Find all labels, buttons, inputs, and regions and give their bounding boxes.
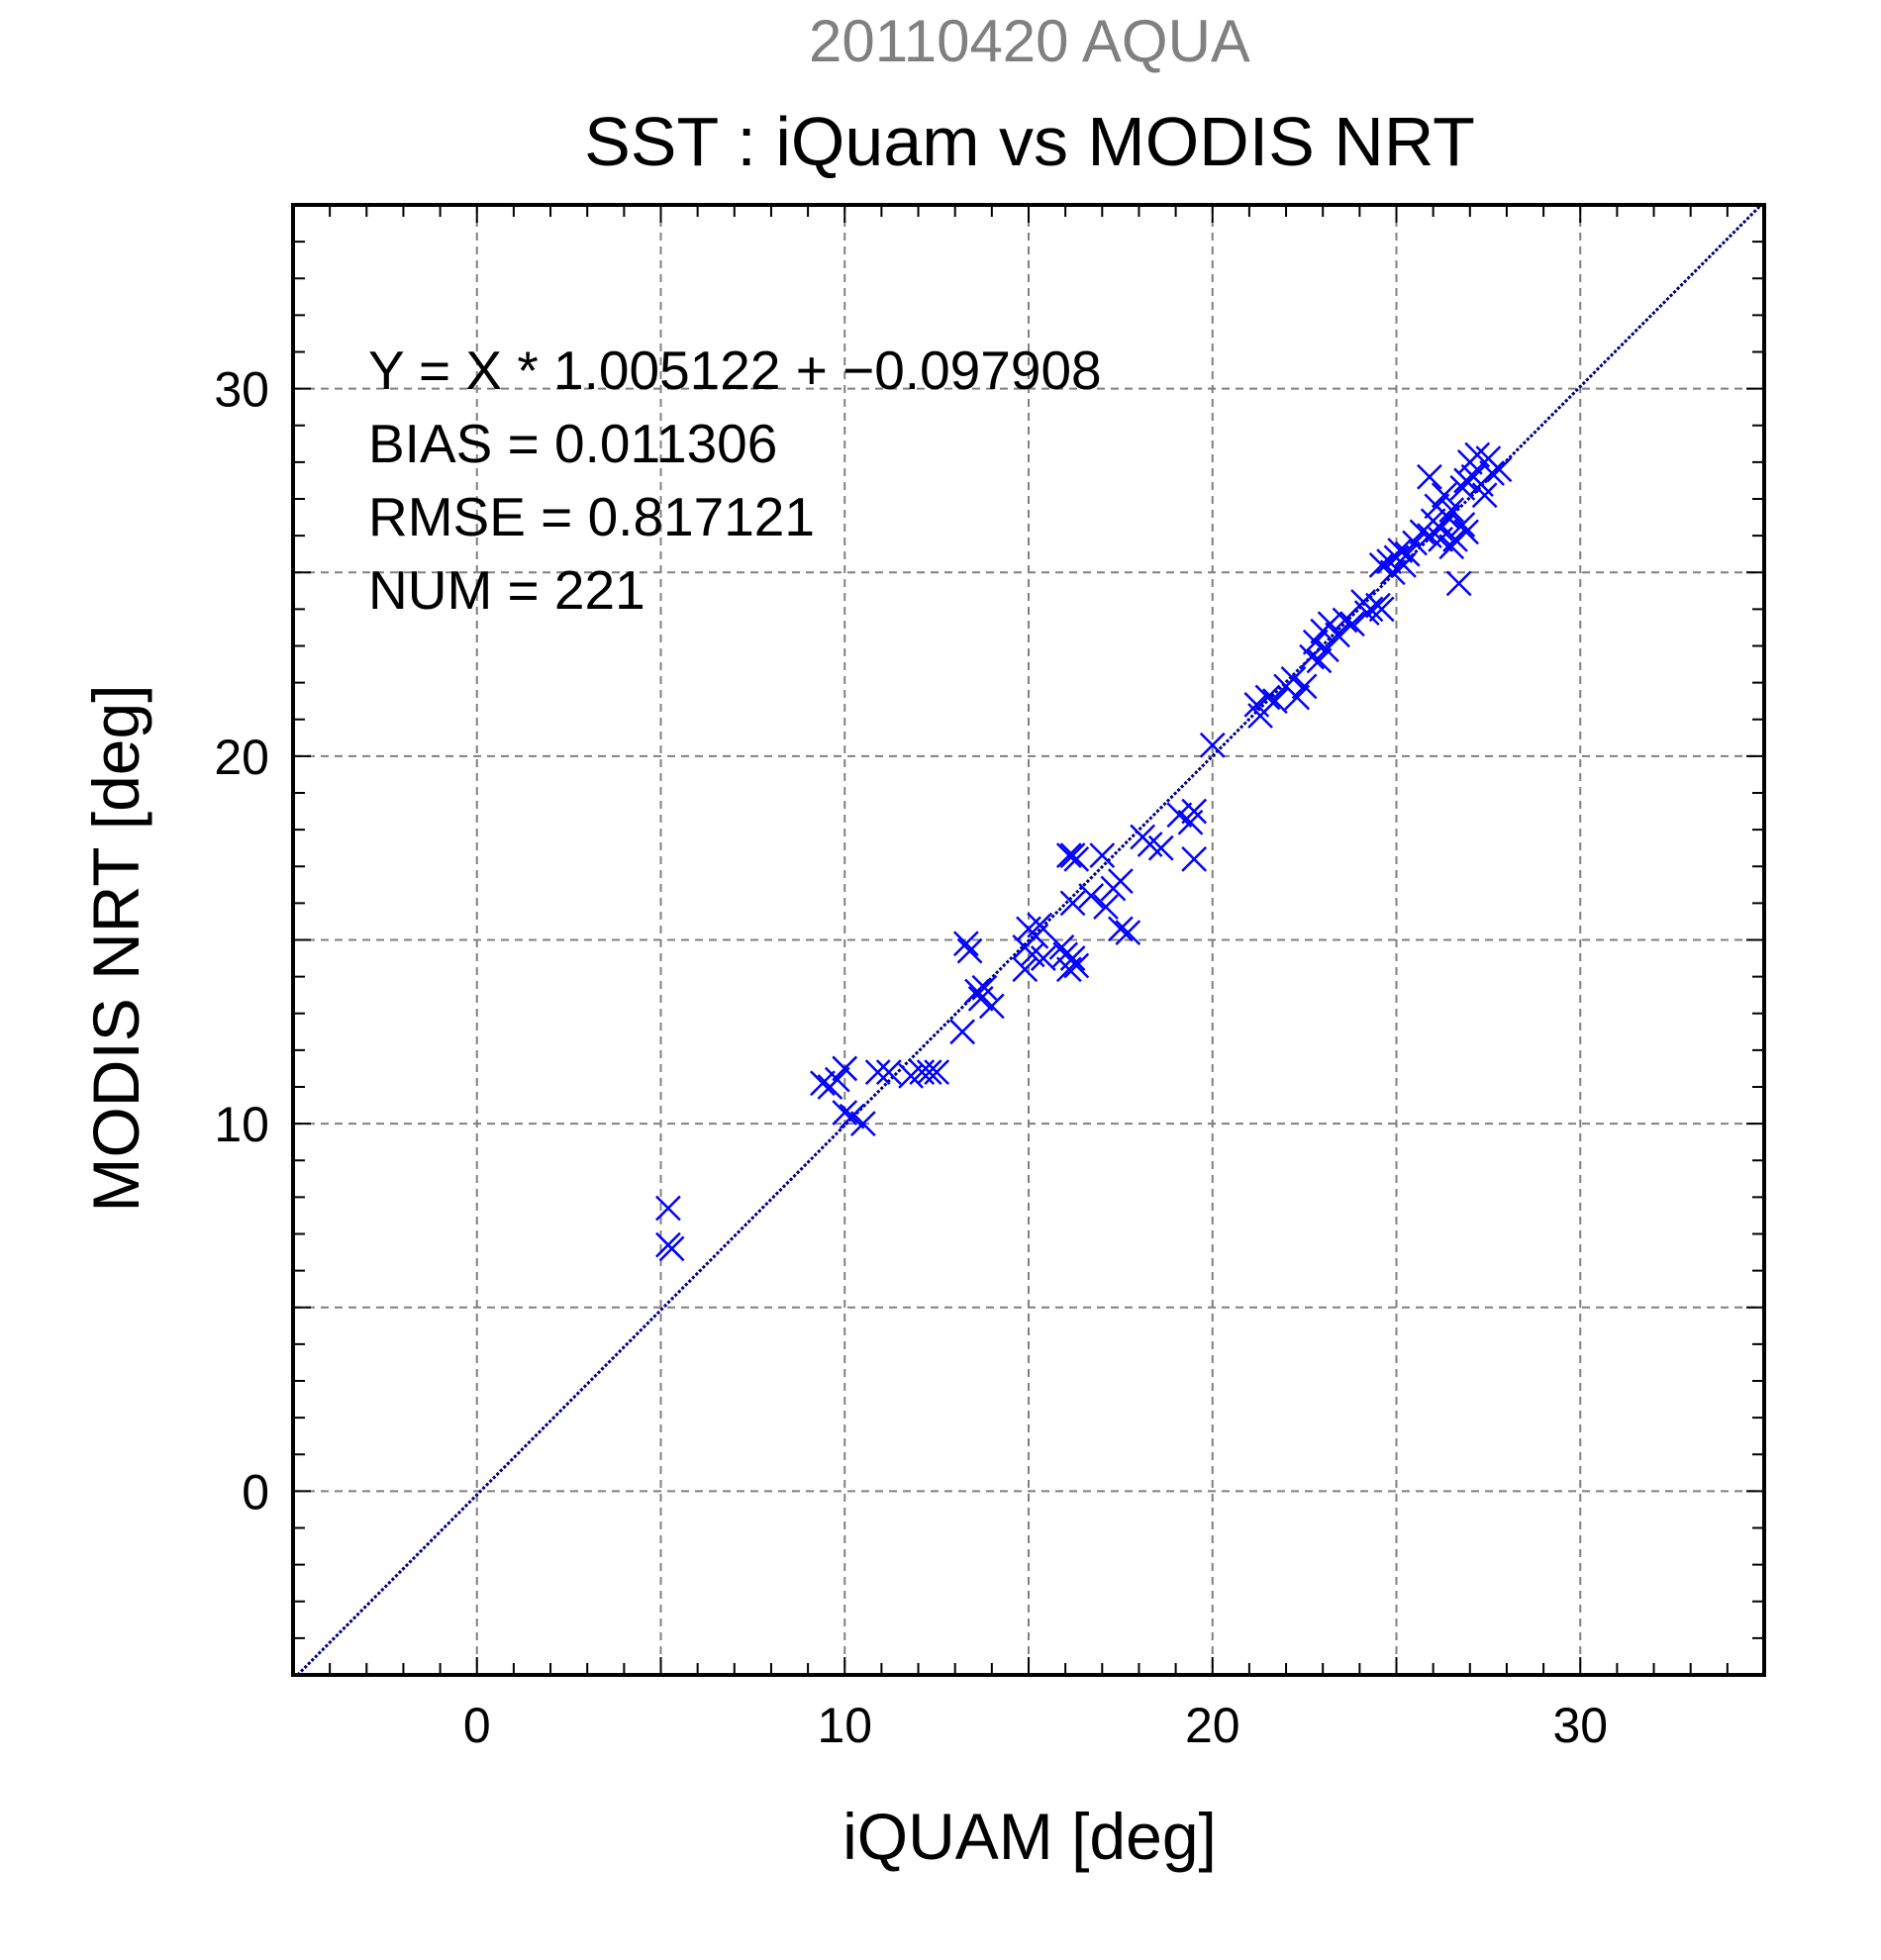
scatter-point xyxy=(956,937,983,964)
scatter-point xyxy=(1030,945,1056,971)
scatter-point xyxy=(1442,526,1468,552)
scatter-point xyxy=(1306,647,1333,674)
stats-fit-equation: Y = X * 1.005122 + −0.097908 xyxy=(368,340,1102,401)
date-label: 20110420 AQUA xyxy=(809,8,1250,74)
scatter-point xyxy=(1339,611,1365,637)
scatter-point xyxy=(1325,622,1350,648)
scatter-point xyxy=(1445,570,1472,597)
scatter-point xyxy=(978,993,1005,1020)
scatter-point xyxy=(1063,845,1090,872)
scatter-point xyxy=(916,1059,942,1086)
scatter-point xyxy=(839,1103,865,1129)
scatter-point xyxy=(1299,643,1325,670)
stats-num: NUM = 221 xyxy=(368,559,645,621)
scatter-point xyxy=(1147,834,1174,861)
plot-frame xyxy=(291,203,1766,1677)
scatter-point xyxy=(824,1066,850,1093)
x-tick-label: 30 xyxy=(1552,1698,1608,1753)
stats-box: Y = X * 1.005122 + −0.097908 BIAS = 0.01… xyxy=(368,340,1102,621)
x-tick-label: 0 xyxy=(463,1698,491,1753)
scatter-point xyxy=(949,1019,976,1045)
scatter-point xyxy=(1368,551,1395,578)
regression-line xyxy=(296,203,1763,1677)
scatter-point xyxy=(1262,688,1288,715)
scatter-point xyxy=(832,1100,858,1126)
y-tick-label: 30 xyxy=(214,362,269,418)
scatter-point xyxy=(1027,912,1053,938)
scatter-point xyxy=(1453,519,1479,545)
scatter-point xyxy=(1063,952,1090,979)
scatter-point xyxy=(1402,530,1428,556)
y-tick-label: 20 xyxy=(214,730,269,785)
scatter-point xyxy=(1387,538,1414,563)
scatter-point xyxy=(1059,890,1086,917)
scatter-point xyxy=(849,1111,876,1137)
chart-title: SST : iQuam vs MODIS NRT xyxy=(584,103,1475,180)
scatter-point xyxy=(658,1235,685,1262)
scatter-point xyxy=(1280,666,1307,692)
tick-labels: 0 10 20 30 0 10 20 30 xyxy=(214,362,1608,1753)
scatter-point xyxy=(1368,596,1395,623)
scatter-point xyxy=(1181,845,1208,872)
scatter-point xyxy=(875,1059,902,1086)
scatter-point xyxy=(1199,732,1226,758)
stats-rmse: RMSE = 0.817121 xyxy=(368,486,815,547)
fit-line-layer xyxy=(296,203,1763,1677)
scatter-point xyxy=(1479,460,1505,486)
scatter-point xyxy=(1431,482,1457,509)
y-tick-label: 0 xyxy=(242,1464,269,1519)
scatter-point xyxy=(1449,512,1476,538)
scatter-point xyxy=(864,1059,891,1086)
data-points xyxy=(655,441,1513,1262)
scatter-point xyxy=(1357,596,1384,623)
scatter-point xyxy=(1107,868,1134,894)
x-tick-label: 20 xyxy=(1185,1698,1240,1753)
scatter-point xyxy=(1055,842,1082,868)
scatter-point xyxy=(1486,456,1513,483)
scatter-point xyxy=(655,1195,681,1222)
scatter-point xyxy=(810,1070,836,1097)
y-tick-label: 10 xyxy=(214,1097,269,1152)
scatter-point xyxy=(924,1059,950,1086)
y-axis-label: MODIS NRT [deg] xyxy=(79,684,152,1212)
scatter-point xyxy=(1379,559,1406,586)
scatter-point xyxy=(1438,497,1465,524)
scatter-point xyxy=(832,1055,858,1082)
scatter-point xyxy=(1394,540,1421,567)
scatter-point xyxy=(1059,945,1086,971)
scatter-point xyxy=(1314,637,1339,663)
scatter-point xyxy=(952,931,979,957)
scatter-point xyxy=(1453,467,1479,494)
x-tick-label: 10 xyxy=(817,1698,872,1753)
scatter-point xyxy=(1078,883,1105,909)
scatter-point xyxy=(1093,894,1119,920)
scatter-point xyxy=(1284,684,1311,711)
scatter-point xyxy=(1254,684,1281,711)
scatter-point xyxy=(1181,798,1208,825)
scatter-point xyxy=(1107,916,1134,942)
scatter-point xyxy=(1417,463,1442,490)
scatter-point xyxy=(1317,611,1343,637)
x-axis-label: iQUAM [deg] xyxy=(842,1800,1217,1873)
scatter-point xyxy=(1471,482,1498,509)
scatter-point xyxy=(1435,504,1461,531)
scatter-point xyxy=(971,974,998,1001)
scatter-point xyxy=(1012,956,1039,983)
scatter-point xyxy=(1089,842,1116,868)
scatter-point xyxy=(1166,802,1193,829)
scatter-point xyxy=(1115,920,1141,945)
scatter-point xyxy=(1291,673,1318,700)
stats-bias: BIAS = 0.011306 xyxy=(368,413,777,474)
scatter-point xyxy=(1428,515,1453,541)
